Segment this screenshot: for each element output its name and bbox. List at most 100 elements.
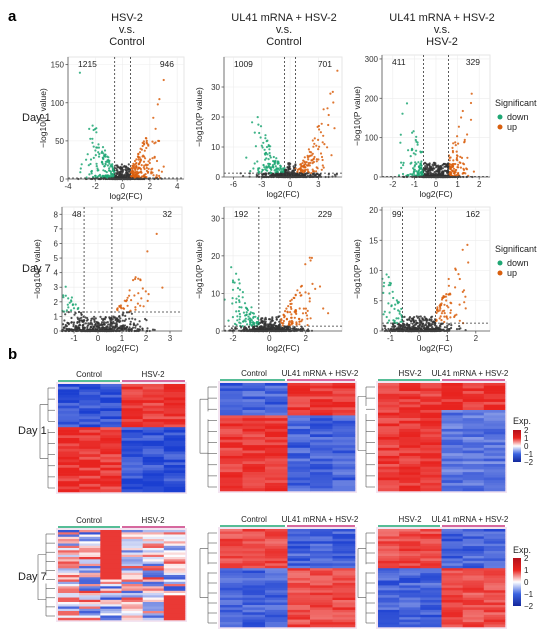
heatmap-cell — [79, 454, 101, 458]
heatmap-cell — [163, 478, 186, 482]
heatmap-cell — [58, 424, 80, 428]
data-point — [113, 166, 116, 170]
heatmap-cell — [399, 423, 421, 427]
heatmap-cell — [378, 477, 400, 481]
heatmap-cell — [287, 385, 311, 389]
heatmap-cell — [220, 464, 243, 467]
data-point — [430, 165, 433, 168]
heatmap-cell — [220, 385, 243, 389]
heatmap-cell — [242, 399, 266, 403]
heatmap-cell — [265, 418, 288, 422]
heatmap-cell — [265, 472, 288, 476]
heatmap-cell — [121, 427, 143, 431]
data-point — [279, 170, 282, 173]
data-point — [258, 131, 261, 135]
heatmap-cell — [399, 415, 421, 419]
data-point — [262, 163, 265, 167]
heatmap-cell — [265, 388, 288, 392]
heatmap-cell — [58, 408, 80, 412]
data-point — [317, 148, 320, 151]
heatmap-cell — [420, 420, 442, 424]
heatmap-cell — [265, 485, 288, 489]
data-point — [241, 291, 244, 294]
heatmap-cell — [121, 459, 143, 463]
x-axis-label: log2(FC) — [419, 189, 452, 199]
heatmap-cell — [79, 486, 101, 490]
data-point — [156, 103, 159, 106]
data-point — [265, 157, 268, 160]
heatmap-cell — [121, 566, 143, 569]
data-point — [158, 98, 161, 101]
data-point — [411, 131, 414, 134]
heatmap-cell — [142, 454, 165, 458]
data-point — [107, 169, 111, 172]
heatmap-cell — [310, 447, 333, 451]
data-point — [470, 92, 473, 95]
heatmap-cell — [142, 545, 165, 549]
data-point — [382, 291, 385, 294]
heatmap-cell — [332, 393, 356, 397]
data-point — [101, 323, 104, 326]
heatmap-cell — [462, 431, 485, 435]
data-point — [111, 325, 114, 328]
data-point — [258, 170, 261, 173]
heatmap-cell — [163, 572, 186, 576]
heatmap-cell — [265, 393, 288, 397]
data-point — [294, 167, 297, 170]
data-point — [123, 328, 126, 331]
data-point — [321, 141, 324, 144]
heatmap-cell — [100, 478, 122, 482]
heatmap-cell — [332, 477, 356, 481]
data-point — [308, 150, 311, 153]
data-point — [235, 297, 238, 300]
data-point — [108, 326, 111, 329]
heatmap-cell — [441, 445, 463, 449]
data-point — [320, 155, 324, 159]
data-point — [415, 149, 418, 152]
data-point — [442, 172, 445, 176]
down-count: 1215 — [78, 59, 97, 69]
heatmap-cell — [242, 393, 266, 397]
heatmap-cell — [242, 464, 266, 467]
data-point — [261, 168, 264, 171]
heatmap-cell — [220, 480, 243, 484]
data-point — [413, 316, 416, 319]
data-point — [452, 142, 455, 145]
heatmap-cell — [58, 451, 80, 455]
data-point — [427, 327, 430, 330]
heatmap-cell — [483, 431, 506, 435]
data-point — [270, 325, 273, 328]
heatmap-cell — [142, 561, 165, 564]
data-point — [428, 169, 431, 172]
data-point — [120, 326, 123, 329]
heatmap-cell — [462, 407, 485, 411]
data-point — [92, 156, 95, 159]
heatmap-cell — [100, 465, 122, 468]
data-point — [237, 295, 240, 298]
heatmap-cell — [121, 552, 143, 555]
data-point — [290, 313, 293, 316]
data-point — [418, 317, 421, 321]
heatmap-cell — [310, 426, 333, 430]
heatmap-cell — [220, 428, 243, 432]
data-point — [131, 170, 135, 173]
heatmap-cell — [163, 451, 186, 455]
heatmap-cell — [483, 474, 506, 478]
heatmap-cell — [100, 421, 122, 425]
heatmap-cell — [265, 410, 288, 413]
data-point — [304, 161, 307, 164]
heatmap-cell — [142, 394, 165, 398]
data-point — [453, 314, 456, 317]
heatmap-cell — [242, 461, 266, 465]
data-point — [74, 312, 77, 315]
heatmap-cell — [163, 402, 186, 406]
data-point — [242, 327, 246, 330]
data-point — [455, 156, 458, 160]
data-point — [417, 325, 420, 328]
data-point — [455, 328, 459, 331]
heatmap-cell — [121, 559, 143, 562]
heatmap-cell — [142, 459, 165, 463]
x-axis-label: log2(FC) — [419, 343, 452, 353]
heatmap-cell — [100, 413, 122, 417]
data-point — [290, 298, 293, 301]
